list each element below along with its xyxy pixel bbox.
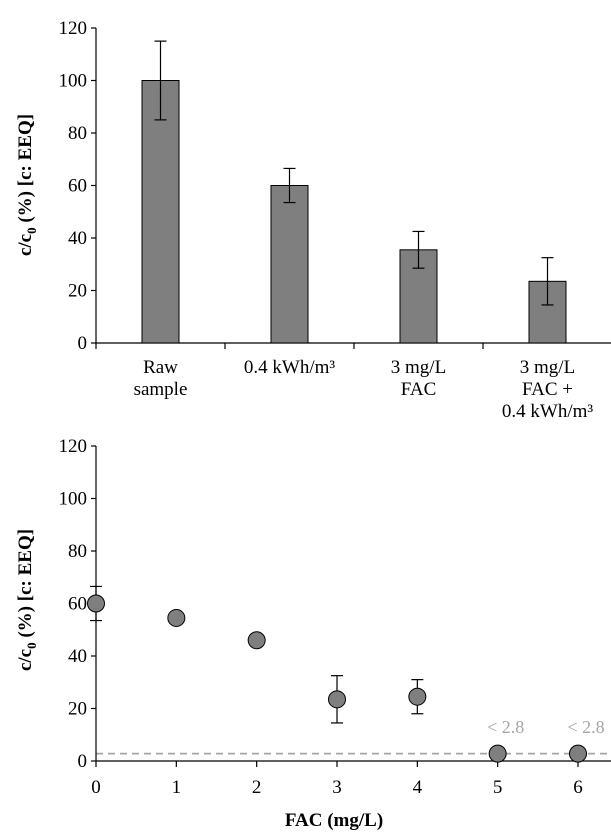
scatter-chart-points: [87, 585, 587, 763]
bar-chart-category-label-line: 0.4 kWh/m³: [244, 357, 335, 378]
bar-chart-y-tick-label: 40: [68, 228, 87, 249]
bar-chart-category-label: Raw sample: [134, 357, 188, 400]
scatter-chart-y-axis-label: c/c0 (%) [c: EEQ]: [15, 529, 39, 671]
scatter-chart-y-tick-label: 20: [68, 699, 87, 720]
bar-chart-category-label-line: FAC +: [522, 379, 573, 400]
bar-chart-category-label-line: 3 mg/L: [520, 357, 575, 378]
data-point: [167, 608, 186, 627]
scatter-chart-y-tick-label: 120: [59, 436, 88, 457]
data-point: [87, 594, 105, 613]
scatter-chart-x-tick-label: 2: [252, 777, 262, 798]
bar-chart-category-label: 3 mg/L FAC: [391, 357, 446, 400]
bar: [270, 185, 309, 344]
scatter-chart-y-tick-label: 80: [68, 541, 87, 562]
data-point: [328, 690, 346, 709]
bar-chart-category-label-line: sample: [134, 379, 188, 400]
data-point: [488, 744, 507, 763]
data-point: [408, 687, 427, 706]
scatter-chart-y-tick-label: 40: [68, 646, 87, 667]
scatter-chart-y-tick-label: 0: [78, 751, 88, 772]
bar-chart-y-tick-label: 80: [68, 123, 87, 144]
scatter-chart-x-tick-label: 4: [413, 777, 423, 798]
bar-chart-y-tick-label: 20: [68, 281, 87, 302]
bar-chart-bars: [141, 40, 567, 344]
scatter-chart-x-tick-label: 0: [91, 777, 101, 798]
bar-chart-y-tick-label: 60: [68, 176, 87, 197]
bar-chart-category-label-line: 0.4 kWh/m³: [502, 401, 593, 422]
bar-chart-y-axis: 0 20 40 60 80 100 120: [59, 18, 611, 354]
data-point: [247, 631, 266, 650]
scatter-chart-annotations: < 2.8 < 2.8: [487, 717, 604, 737]
scatter-chart-x-axis-label: FAC (mg/L): [285, 810, 383, 831]
detection-limit-annotation: < 2.8: [487, 717, 524, 737]
scatter-chart-panel: 0 20 40 60 80 100 120 0 1 2 3 4 5 6 < 2.8 < 2.8 c/c0 (…: [15, 436, 611, 831]
bar-chart-category-label: 0.4 kWh/m³: [244, 357, 335, 378]
scatter-chart-x-tick-label: 1: [172, 777, 182, 798]
scatter-chart-x-tick-label: 5: [493, 777, 503, 798]
data-point: [569, 744, 587, 763]
bar-chart-y-tick-label: 100: [59, 71, 88, 92]
bar-chart-y-tick-label: 0: [78, 333, 88, 354]
scatter-chart-x-tick-label: 3: [332, 777, 342, 798]
bar-chart-y-axis-label: c/c0 (%) [c: EEQ]: [15, 114, 39, 256]
bar-chart-category-label-line: Raw: [143, 357, 178, 378]
bar: [141, 80, 180, 344]
bar-chart-y-tick-label: 120: [59, 18, 88, 39]
bar-chart-category-label: 3 mg/L FAC +0.4 kWh/m³: [502, 357, 593, 422]
bar-chart-category-label-line: FAC: [401, 379, 437, 400]
bar-chart-category-label-line: 3 mg/L: [391, 357, 446, 378]
detection-limit-annotation: < 2.8: [567, 717, 604, 737]
scatter-chart-axes: 0 20 40 60 80 100 120 0 1 2 3 4 5 6: [59, 436, 611, 798]
scatter-chart-y-tick-label: 100: [59, 489, 88, 510]
scatter-chart-y-tick-label: 60: [68, 594, 87, 615]
scatter-chart-x-tick-label: 6: [573, 777, 583, 798]
